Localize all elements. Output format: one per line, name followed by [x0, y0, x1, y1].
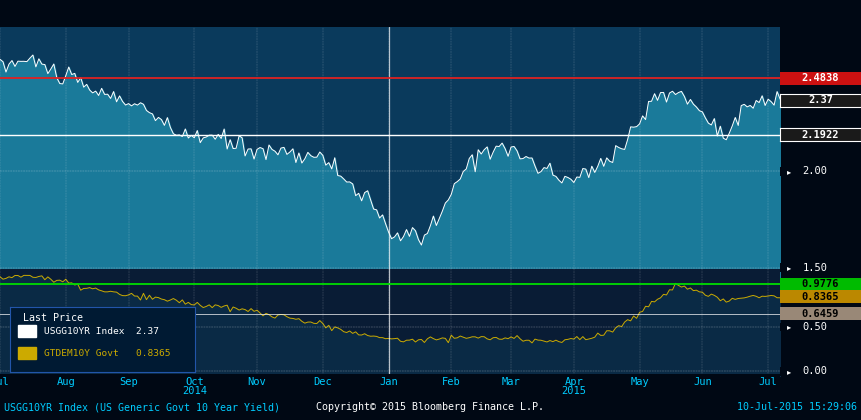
Text: May: May: [630, 377, 649, 387]
Text: ▸: ▸: [787, 322, 790, 331]
Text: GTDEM10Y Govt   0.8365: GTDEM10Y Govt 0.8365: [44, 349, 170, 358]
Text: 2014: 2014: [182, 386, 207, 396]
Text: Jul: Jul: [759, 377, 777, 387]
Text: 2.4838: 2.4838: [802, 74, 839, 84]
Text: 0.8365: 0.8365: [802, 292, 839, 302]
Text: 2.1922: 2.1922: [802, 129, 839, 139]
Text: 1.50: 1.50: [802, 262, 827, 273]
Text: USGG10YR Index  2.37: USGG10YR Index 2.37: [44, 327, 158, 336]
Text: Copyright© 2015 Bloomberg Finance L.P.: Copyright© 2015 Bloomberg Finance L.P.: [317, 402, 544, 412]
Text: ▸: ▸: [787, 367, 790, 376]
Text: Jan: Jan: [379, 377, 398, 387]
Text: 2.37: 2.37: [808, 95, 833, 105]
Text: Feb: Feb: [442, 377, 461, 387]
Text: 0.9776: 0.9776: [802, 279, 839, 289]
Text: Last Price: Last Price: [23, 313, 84, 323]
Text: 2.00: 2.00: [802, 166, 827, 176]
Text: Mar: Mar: [502, 377, 520, 387]
Text: Dec: Dec: [313, 377, 332, 387]
Text: 0.6459: 0.6459: [802, 309, 839, 319]
Text: ▸: ▸: [787, 167, 790, 176]
Text: Jul: Jul: [0, 377, 9, 387]
Text: 10-Jul-2015 15:29:06: 10-Jul-2015 15:29:06: [737, 402, 857, 412]
Bar: [18, 347, 36, 359]
Text: Nov: Nov: [248, 377, 266, 387]
Text: Aug: Aug: [56, 377, 75, 387]
Text: 2015: 2015: [561, 386, 586, 396]
Text: ▸: ▸: [787, 263, 790, 272]
Text: 0.50: 0.50: [802, 322, 827, 332]
Text: 0.00: 0.00: [802, 366, 827, 376]
Text: Oct: Oct: [185, 377, 204, 387]
Text: Sep: Sep: [119, 377, 138, 387]
Text: USGG10YR Index (US Generic Govt 10 Year Yield): USGG10YR Index (US Generic Govt 10 Year …: [4, 402, 281, 412]
Text: Apr: Apr: [565, 377, 583, 387]
Text: Jun: Jun: [693, 377, 712, 387]
Bar: [18, 325, 36, 336]
